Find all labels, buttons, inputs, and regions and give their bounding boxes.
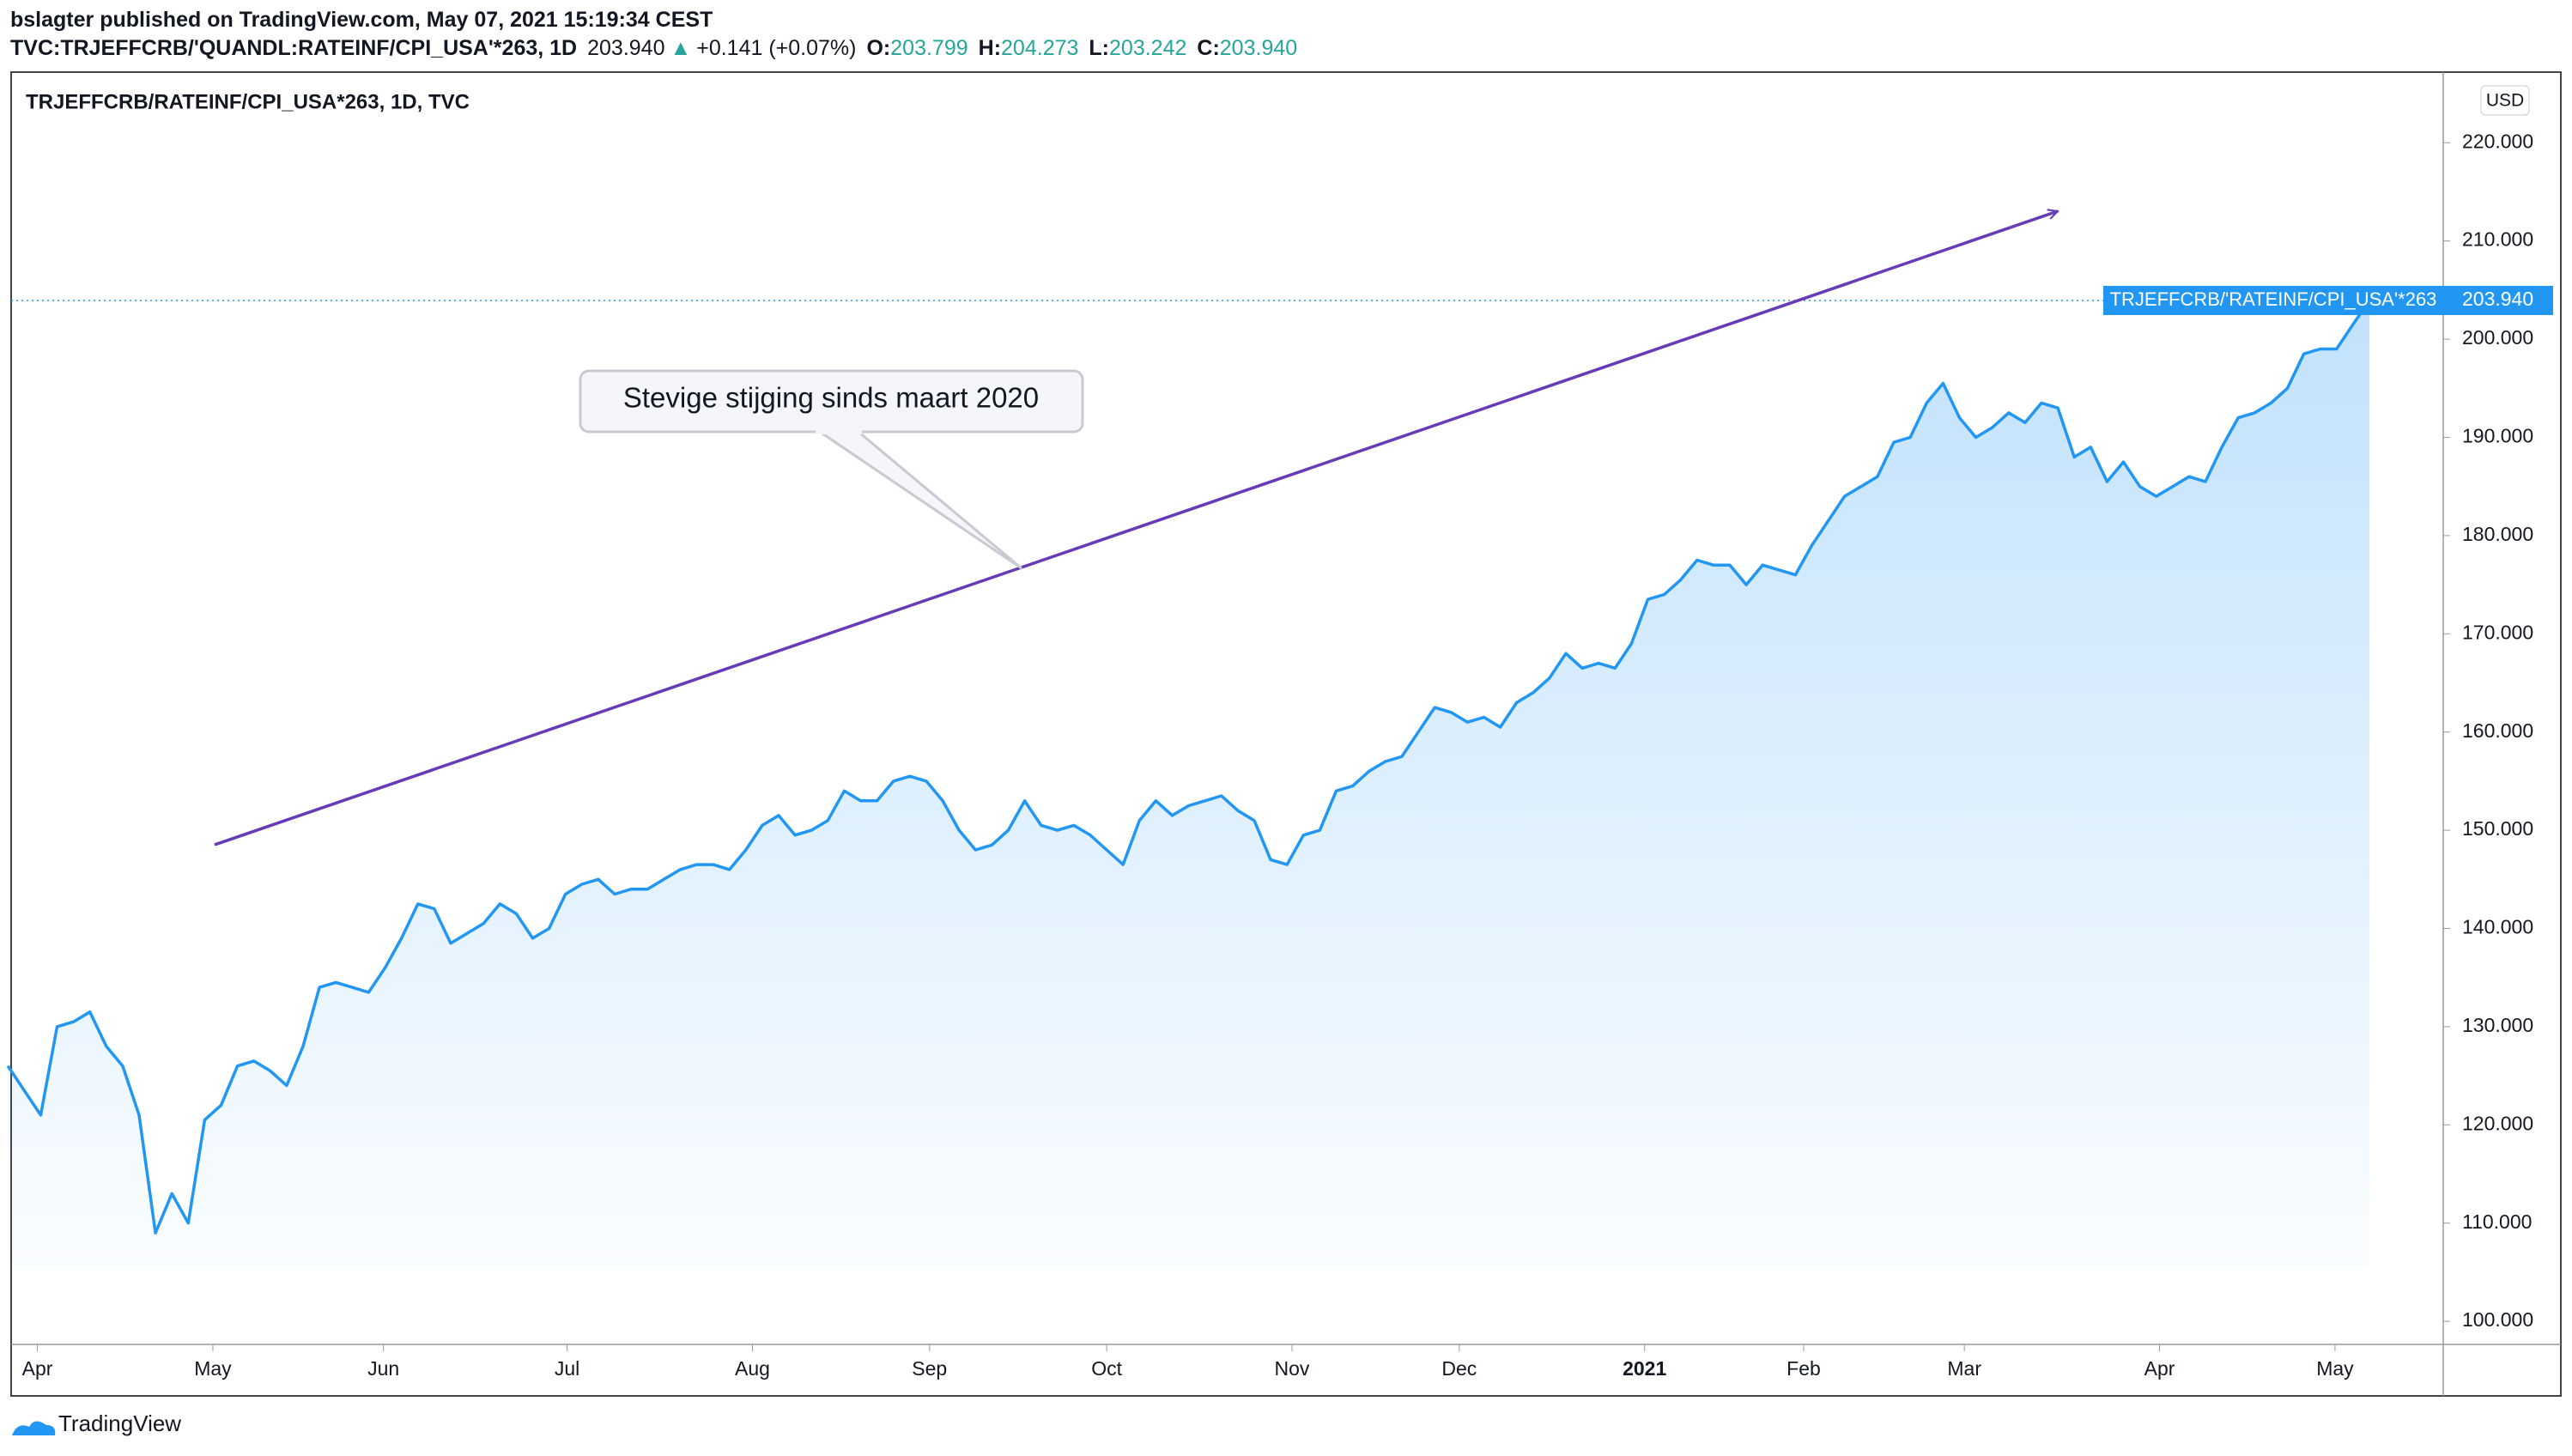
up-arrow: ▲ [670,36,691,60]
annotation: Stevige stijging sinds maart 2020 [623,382,1039,414]
high: 204.273 [1001,36,1078,60]
symbol: TVC:TRJEFFCRB/'QUANDL:RATEINF/CPI_USA'*2… [10,36,577,60]
x-tick-label: Jul [555,1357,579,1380]
footer: TradingView [12,1410,181,1436]
x-tick-label: Mar [1947,1357,1981,1380]
y-tick-label: 120.000 [2462,1112,2533,1134]
x-tick-label: May [194,1357,232,1380]
callout-joint [816,426,862,434]
footer-brand: TradingView [58,1410,181,1436]
x-tick-label: May [2316,1357,2354,1380]
y-tick-label: 150.000 [2462,817,2533,840]
series-name-label: TRJEFFCRB/'RATEINF/CPI_USA'*263 [2110,288,2437,310]
y-tick-label: 130.000 [2462,1014,2533,1036]
price-tag-label: 203.940 [2462,288,2533,310]
o-label: O: [866,36,890,60]
h-label: H: [979,36,1001,60]
l-label: L: [1089,36,1109,60]
x-tick-label: Apr [2144,1357,2175,1380]
y-tick-label: 100.000 [2462,1308,2533,1331]
x-tick-label: Feb [1786,1357,1821,1380]
price: 203.940 [587,36,664,60]
y-tick-label: 210.000 [2462,228,2533,251]
x-tick-label: Dec [1441,1357,1477,1380]
x-tick-label: 2021 [1623,1357,1666,1380]
unit-label: USD [2486,91,2524,111]
y-tick-label: 180.000 [2462,523,2533,545]
chart-frame [10,71,2562,1397]
y-tick-label: 190.000 [2462,425,2533,447]
trend-line [214,211,2058,846]
symbol-line: TVC:TRJEFFCRB/'QUANDL:RATEINF/CPI_USA'*2… [10,36,1297,60]
chart-title: TRJEFFCRB/RATEINF/CPI_USA*263, 1D, TVC [26,90,470,113]
x-tick-label: Nov [1275,1357,1310,1380]
low: 203.242 [1109,36,1186,60]
close: 203.940 [1220,36,1297,60]
price-line [6,300,2371,1235]
y-tick-label: 110.000 [2462,1210,2532,1233]
callout-pointer [819,430,1022,570]
series-name-tag [2103,285,2443,315]
y-tick-label: 170.000 [2462,621,2533,643]
y-tick-label: 140.000 [2462,916,2533,938]
x-tick-label: Oct [1091,1357,1122,1380]
author: bslagter published on TradingView.com, M… [10,8,713,32]
y-tick-label: 160.000 [2462,719,2533,742]
y-tick-label: 200.000 [2462,326,2533,349]
x-tick-label: Aug [735,1357,770,1380]
change: +0.141 (+0.07%) [696,36,856,60]
x-tick-label: Sep [912,1357,947,1380]
price-tag [2443,285,2553,315]
c-label: C: [1197,36,1219,60]
y-tick-label: 220.000 [2462,130,2533,152]
open: 203.799 [890,36,968,60]
x-tick-label: Jun [367,1357,399,1380]
unit-badge [2480,85,2530,116]
x-tick-label: Apr [22,1357,53,1380]
area-fill [8,300,2370,1269]
logo [12,1421,56,1435]
published: bslagter published on TradingView.com, M… [10,8,713,32]
